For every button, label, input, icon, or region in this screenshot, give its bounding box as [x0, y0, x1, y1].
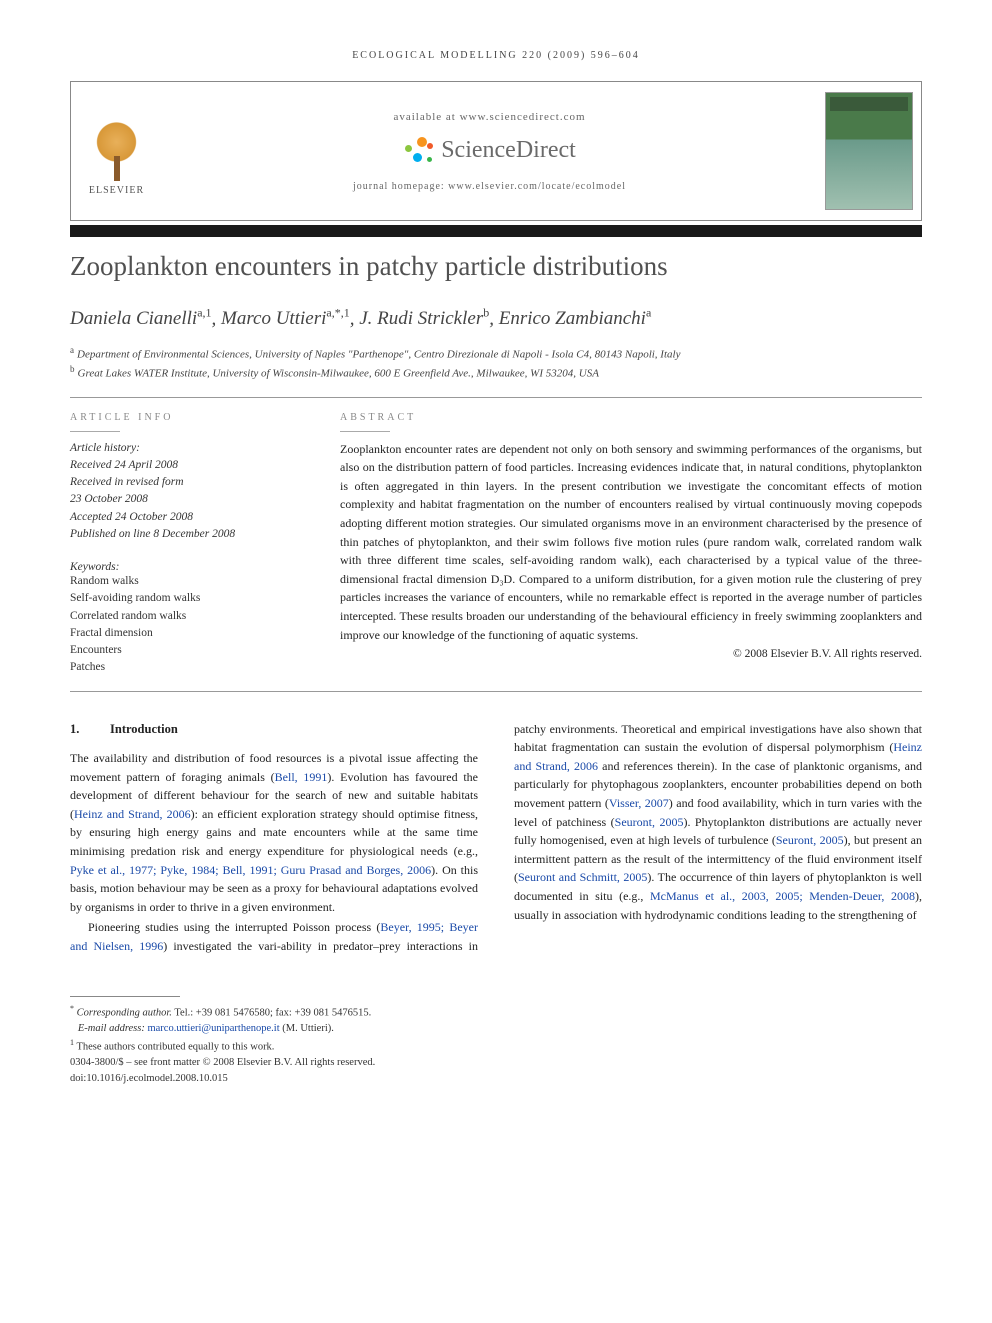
- article-info-label: ARTICLE INFO: [70, 412, 300, 423]
- history-item: Received 24 April 2008: [70, 457, 300, 474]
- history-label: Article history:: [70, 440, 300, 457]
- sd-dot-icon: [417, 137, 427, 147]
- history-item: Published on line 8 December 2008: [70, 526, 300, 543]
- elsevier-tree-icon: [89, 121, 144, 181]
- citation[interactable]: Seuront, 2005: [776, 833, 844, 847]
- citation[interactable]: McManus et al., 2003, 2005; Menden-Deuer…: [650, 889, 915, 903]
- author: Daniela Cianellia,1: [70, 308, 212, 329]
- citation[interactable]: Seuront and Schmitt, 2005: [518, 870, 647, 884]
- keyword: Encounters: [70, 642, 300, 659]
- history-item: Accepted 24 October 2008: [70, 509, 300, 526]
- divider: [70, 691, 922, 692]
- divider: [70, 397, 922, 398]
- journal-homepage: journal homepage: www.elsevier.com/locat…: [164, 181, 815, 192]
- email-link[interactable]: marco.uttieri@uniparthenope.it: [147, 1023, 279, 1034]
- sd-dots-icon: [403, 135, 435, 167]
- sd-dot-icon: [427, 157, 432, 162]
- history-item: Received in revised form: [70, 474, 300, 491]
- journal-cover-thumbnail: [825, 92, 913, 210]
- author-list: Daniela Cianellia,1, Marco Uttieria,*,1,…: [70, 306, 922, 330]
- citation[interactable]: Visser, 2007: [609, 796, 669, 810]
- copyright: © 2008 Elsevier B.V. All rights reserved…: [340, 648, 922, 660]
- keyword: Correlated random walks: [70, 608, 300, 625]
- citation[interactable]: Bell, 1991: [275, 770, 328, 784]
- footnotes: * Corresponding author. Tel.: +39 081 54…: [70, 996, 922, 1087]
- running-header: ECOLOGICAL MODELLING 220 (2009) 596–604: [70, 50, 922, 61]
- doi-footnote: doi:10.1016/j.ecolmodel.2008.10.015: [70, 1071, 922, 1087]
- affiliation: bGreat Lakes WATER Institute, University…: [70, 363, 922, 382]
- abstract-label: ABSTRACT: [340, 412, 922, 423]
- short-divider: [340, 431, 390, 432]
- keywords-label: Keywords:: [70, 561, 300, 573]
- email-footnote: E-mail address: marco.uttieri@uniparthen…: [70, 1021, 922, 1037]
- short-divider: [70, 431, 120, 432]
- abstract-column: ABSTRACT Zooplankton encounter rates are…: [340, 412, 922, 677]
- sciencedirect-name: ScienceDirect: [441, 137, 576, 164]
- author: Marco Uttieria,*,1: [221, 308, 350, 329]
- sd-dot-icon: [413, 153, 422, 162]
- abstract-text: Zooplankton encounter rates are dependen…: [340, 440, 922, 645]
- available-at: available at www.sciencedirect.com: [164, 111, 815, 123]
- keyword: Random walks: [70, 573, 300, 590]
- keyword: Self-avoiding random walks: [70, 590, 300, 607]
- keyword: Patches: [70, 659, 300, 676]
- section-title: Introduction: [110, 722, 178, 736]
- author: Enrico Zambianchia: [499, 308, 652, 329]
- body-columns: 1.Introduction The availability and dist…: [70, 720, 922, 956]
- body-paragraph: The availability and distribution of foo…: [70, 749, 478, 916]
- equal-contribution-footnote: 1 These authors contributed equally to t…: [70, 1037, 922, 1055]
- sd-dot-icon: [427, 143, 433, 149]
- keyword: Fractal dimension: [70, 625, 300, 642]
- article-info-column: ARTICLE INFO Article history: Received 2…: [70, 412, 300, 677]
- section-heading: 1.Introduction: [70, 720, 478, 739]
- sd-dot-icon: [405, 145, 412, 152]
- article-title: Zooplankton encounters in patchy particl…: [70, 251, 922, 282]
- citation[interactable]: Pyke et al., 1977; Pyke, 1984; Bell, 199…: [70, 863, 431, 877]
- author: J. Rudi Stricklerb: [359, 308, 489, 329]
- citation[interactable]: Seuront, 2005: [615, 815, 684, 829]
- elsevier-logo: ELSEVIER: [79, 106, 154, 196]
- history-list: Received 24 April 2008Received in revise…: [70, 457, 300, 543]
- keyword-list: Random walksSelf-avoiding random walksCo…: [70, 573, 300, 677]
- section-number: 1.: [70, 720, 110, 739]
- citation[interactable]: Heinz and Strand, 2006: [74, 807, 191, 821]
- black-divider-bar: [70, 225, 922, 237]
- affiliation: aDepartment of Environmental Sciences, U…: [70, 344, 922, 363]
- info-abstract-row: ARTICLE INFO Article history: Received 2…: [70, 412, 922, 677]
- elsevier-text: ELSEVIER: [89, 185, 144, 196]
- publisher-bar: ELSEVIER available at www.sciencedirect.…: [70, 81, 922, 221]
- affiliation-list: aDepartment of Environmental Sciences, U…: [70, 344, 922, 382]
- sciencedirect-logo: ScienceDirect: [403, 135, 576, 167]
- footnote-rule: [70, 996, 180, 997]
- history-item: 23 October 2008: [70, 491, 300, 508]
- issn-footnote: 0304-3800/$ – see front matter © 2008 El…: [70, 1055, 922, 1071]
- corresponding-author-footnote: * Corresponding author. Tel.: +39 081 54…: [70, 1003, 922, 1021]
- sciencedirect-block: available at www.sciencedirect.com Scien…: [164, 111, 815, 192]
